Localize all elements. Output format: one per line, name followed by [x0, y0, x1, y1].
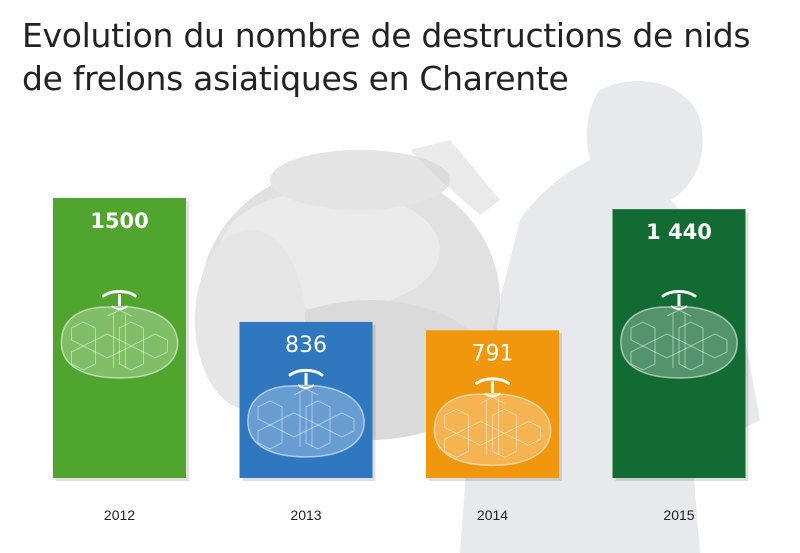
x-tick-label-2014: 2014 — [477, 507, 508, 523]
bar-group-2015: 1 440 2015 — [612, 209, 749, 523]
bar-value-label-2014: 791 — [472, 341, 514, 366]
page-title: Evolution du nombre de destructions de n… — [22, 14, 751, 100]
bar-value-label-2015: 1 440 — [646, 220, 712, 244]
bar-value-label-2013: 836 — [285, 333, 327, 358]
bar-group-2012: 1500 2012 — [53, 197, 189, 523]
x-tick-label-2015: 2015 — [663, 507, 694, 523]
bar-value-label-2012: 1500 — [90, 209, 148, 233]
x-tick-label-2012: 2012 — [104, 507, 135, 523]
title-line-1: Evolution du nombre de destructions de n… — [22, 16, 751, 55]
bars-layer: 1500 2012 836 2013 791 2014 1 440 2015 — [53, 197, 749, 523]
bar-group-2014: 791 2014 — [426, 330, 562, 523]
title-line-2: de frelons asiatiques en Charente — [22, 59, 569, 98]
bar-group-2013: 836 2013 — [239, 321, 376, 523]
x-tick-label-2013: 2013 — [290, 507, 321, 523]
